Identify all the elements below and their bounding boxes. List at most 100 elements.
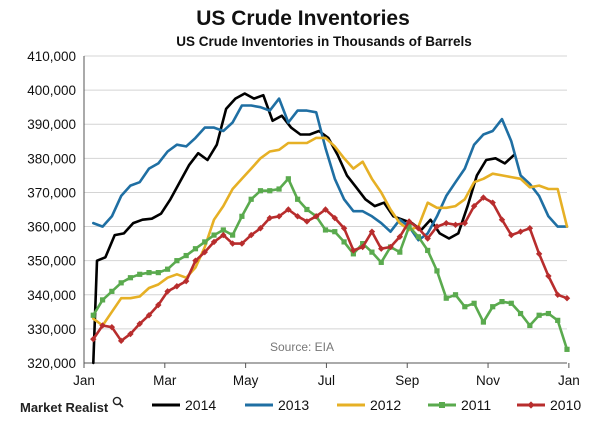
point-2010 [387,243,394,251]
point-2010 [526,225,534,232]
point-2010 [535,250,543,258]
point-2011 [434,268,440,274]
point-2011 [555,317,561,323]
point-2010 [117,337,125,345]
point-2010 [108,323,116,331]
x-tick-label: May [233,373,259,388]
point-2011 [490,304,496,310]
point-2011 [508,300,514,306]
point-2010 [182,277,190,285]
point-2011 [202,239,208,245]
point-2010 [415,225,422,232]
chart-subtitle: US Crude Inventories in Thousands of Bar… [176,34,472,49]
point-2011 [462,304,468,310]
point-2011 [174,258,180,264]
x-tick-label: Sep [395,373,419,388]
series-2013 [92,97,569,242]
point-2011 [397,249,403,255]
point-2010 [443,219,450,227]
point-2010 [220,231,227,239]
point-2010 [331,214,338,222]
point-2011 [480,319,487,325]
point-2010 [480,194,487,201]
point-2010 [229,240,236,247]
legend-label: 2013 [278,397,309,413]
point-2011 [517,310,524,317]
point-2011 [545,310,552,317]
point-2011 [230,232,236,238]
point-2010 [136,320,143,327]
point-2011 [452,292,459,298]
legend-item-2013: 2013 [245,397,309,413]
point-2010 [127,330,134,338]
point-2011 [564,346,570,352]
point-2011 [332,229,338,235]
point-2010 [405,218,413,225]
series-lines [90,92,571,365]
point-2010 [517,228,524,235]
point-2011 [109,288,115,294]
y-tick-label: 330,000 [27,322,76,337]
point-2010 [508,231,515,239]
point-2011 [220,227,226,233]
point-2010 [303,218,311,225]
point-2011 [99,297,106,303]
point-2010 [563,294,571,302]
series-2011 [90,176,570,352]
point-2011 [322,227,329,233]
point-2011 [295,196,301,202]
series-line-2014 [92,92,516,365]
point-2010 [470,202,478,210]
legend-item-2014: 2014 [152,397,216,413]
brand-logo: Market Realist [20,396,124,415]
point-2010 [173,283,181,290]
point-2011 [276,186,282,192]
point-2010 [275,213,283,220]
point-2011 [155,270,161,276]
legend-item-2012: 2012 [337,397,401,413]
point-2010 [247,231,255,239]
x-tick-label: Jan [73,373,95,388]
chart-title: US Crude Inventories [196,7,410,30]
point-2010 [424,235,431,242]
point-2010 [545,272,552,280]
point-2011 [360,241,366,247]
point-2011 [192,246,199,252]
source-annotation: Source: EIA [270,340,334,354]
point-2011 [350,251,356,257]
y-tick-label: 390,000 [27,117,76,132]
point-2010 [145,312,153,319]
y-tick-label: 340,000 [27,288,76,303]
legend-label: 2014 [185,397,216,413]
y-tick-label: 370,000 [27,185,76,200]
y-tick-label: 380,000 [27,151,76,166]
point-2010 [359,243,366,251]
point-2011 [527,322,533,329]
point-2010 [322,206,329,213]
y-tick-label: 360,000 [27,220,76,235]
point-2010 [433,223,441,230]
legend-label: 2011 [461,397,491,413]
point-2011 [341,239,347,245]
point-2010 [201,248,208,256]
point-2011 [369,249,375,255]
y-tick-label: 320,000 [27,356,76,371]
point-2011 [499,299,505,305]
point-2011 [285,176,291,182]
point-2010 [210,238,218,246]
axes [83,56,567,364]
point-2011 [164,266,171,272]
point-2010 [340,225,348,232]
point-2011 [146,270,152,276]
point-2010 [90,335,97,343]
legend-label: 2012 [370,397,401,413]
point-2011 [304,206,310,213]
legend-label: 2010 [550,397,581,413]
point-2011 [127,275,134,281]
point-2011 [471,300,477,306]
legend: 2014 2013 2012 2011 2010 [152,397,581,413]
point-2011 [267,188,273,194]
series-line-2013 [92,97,569,242]
series-line-2010 [92,196,569,343]
